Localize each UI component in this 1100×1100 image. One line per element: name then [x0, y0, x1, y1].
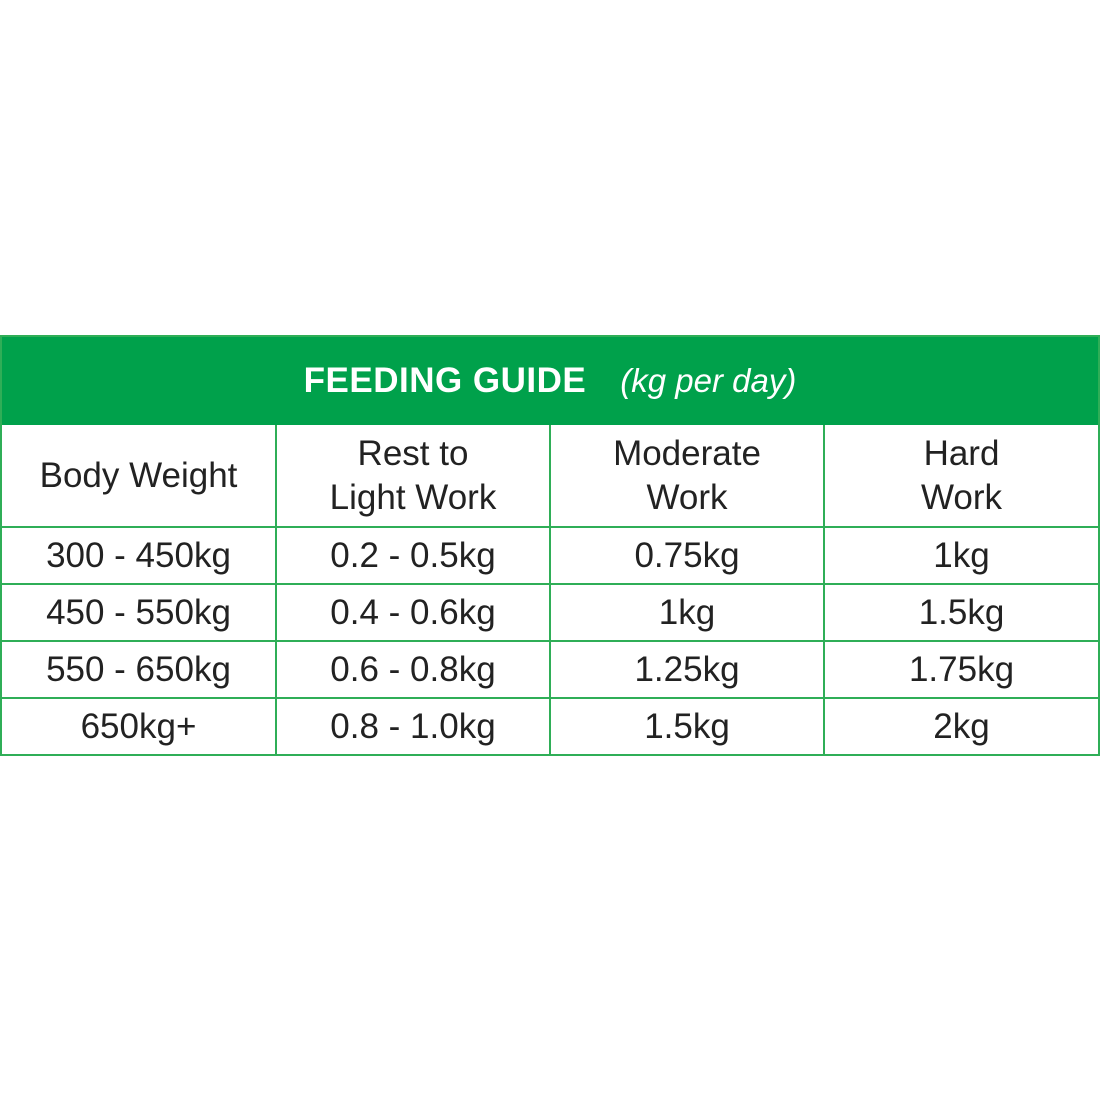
table-row: 650kg+ 0.8 - 1.0kg 1.5kg 2kg — [2, 697, 1098, 754]
cell: 0.8 - 1.0kg — [275, 697, 551, 754]
column-header: Moderate Work — [549, 425, 825, 528]
cell: 1.25kg — [549, 640, 825, 699]
cell: 1.5kg — [823, 583, 1098, 642]
table: Body Weight Rest to Light Work Moderate Wo… — [2, 425, 1098, 754]
subtitle: (kg per day) — [620, 362, 797, 399]
cell: 1kg — [823, 526, 1098, 585]
table-row: 300 - 450kg 0.2 - 0.5kg 0.75kg 1kg — [2, 526, 1098, 585]
cell: 0.75kg — [549, 526, 825, 585]
cell: 650kg+ — [2, 697, 277, 754]
title: FEEDING GUIDE — [303, 361, 587, 400]
column-header: Rest to Light Work — [275, 425, 551, 528]
table-row: 450 - 550kg 0.4 - 0.6kg 1kg 1.5kg — [2, 583, 1098, 642]
column-header: Body Weight — [2, 425, 277, 528]
feeding-guide: FEEDING GUIDE (kg per day) Body Weight Re… — [0, 335, 1100, 756]
banner: FEEDING GUIDE (kg per day) — [2, 337, 1098, 425]
cell: 0.6 - 0.8kg — [275, 640, 551, 699]
column-header: Hard Work — [823, 425, 1098, 528]
cell: 550 - 650kg — [2, 640, 277, 699]
table-row: 550 - 650kg 0.6 - 0.8kg 1.25kg 1.75kg — [2, 640, 1098, 699]
header-row: Body Weight Rest to Light Work Moderate Wo… — [2, 425, 1098, 528]
cell: 1.5kg — [549, 697, 825, 754]
cell: 1kg — [549, 583, 825, 642]
cell: 2kg — [823, 697, 1098, 754]
cell: 450 - 550kg — [2, 583, 277, 642]
cell: 0.2 - 0.5kg — [275, 526, 551, 585]
cell: 1.75kg — [823, 640, 1098, 699]
cell: 0.4 - 0.6kg — [275, 583, 551, 642]
cell: 300 - 450kg — [2, 526, 277, 585]
